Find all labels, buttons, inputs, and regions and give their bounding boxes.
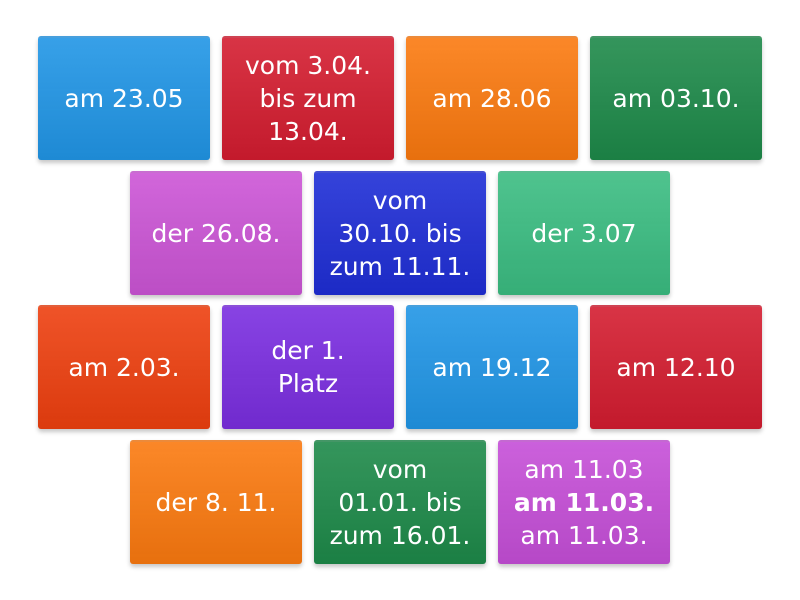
tile-label-line: am 11.03. [520, 520, 648, 550]
tile-label: am 28.06 [432, 82, 551, 115]
tile-label-line: der 1. [271, 336, 345, 365]
tile-label-line: vom [372, 454, 428, 484]
answer-tile[interactable]: am 03.10. [590, 36, 762, 160]
tile-label: am 23.05 [64, 82, 183, 115]
answer-tile[interactable]: am 23.05 [38, 36, 210, 160]
answer-tile[interactable]: der 3.07 [498, 171, 670, 295]
tile-label-line: am 12.10 [616, 352, 736, 382]
tile-label: vom 30.10. bis zum 11.11. [330, 184, 471, 283]
answer-tile[interactable]: am 11.03 am 11.03. am 11.03. [498, 440, 670, 564]
tile-label-line: der 26.08. [151, 218, 281, 248]
tile-label: der 8. 11. [155, 486, 276, 519]
tile-label-line: zum 11.11. [329, 251, 471, 281]
answer-tile[interactable]: am 12.10 [590, 305, 762, 429]
tile-label-line: zum 16.01. [329, 520, 471, 550]
answer-tile[interactable]: am 2.03. [38, 305, 210, 429]
answer-tile[interactable]: der 26.08. [130, 171, 302, 295]
tile-label-line: am 19.12 [432, 352, 552, 382]
tile-label-line: vom 3.04. [244, 50, 371, 80]
tile-label-line: am 11.03. [513, 487, 655, 517]
tile-label-line: am 23.05 [64, 83, 184, 113]
tile-label-line: am 28.06 [432, 83, 552, 113]
tile-label-line: am 03.10. [612, 83, 740, 113]
answer-tile[interactable]: vom 3.04. bis zum 13.04. [222, 36, 394, 160]
tile-label-line: 30.10. bis [338, 218, 462, 248]
answer-tile[interactable]: am 28.06 [406, 36, 578, 160]
tile-label: der 26.08. [152, 217, 281, 250]
answer-tile[interactable]: der 8. 11. [130, 440, 302, 564]
tile-label-line: am 2.03. [68, 352, 180, 382]
tile-label-line: bis zum [259, 83, 357, 113]
tile-label-line: vom [372, 185, 428, 215]
tile-label: der 1. Platz [271, 334, 344, 400]
answer-tile[interactable]: am 19.12 [406, 305, 578, 429]
answer-tile[interactable]: vom 01.01. bis zum 16.01. [314, 440, 486, 564]
tile-label: der 3.07 [531, 217, 636, 250]
tile-label-line: am 11.03 [524, 454, 644, 484]
tile-label: vom 3.04. bis zum 13.04. [245, 49, 371, 148]
tile-label-line: 13.04. [268, 116, 348, 146]
tile-label: am 03.10. [612, 82, 739, 115]
tile-label: am 2.03. [68, 351, 179, 384]
tile-label: vom 01.01. bis zum 16.01. [330, 453, 471, 552]
tile-label: am 12.10 [616, 351, 735, 384]
tile-label-line: der 3.07 [531, 218, 637, 248]
tile-label-line: der 8. 11. [155, 487, 277, 517]
answer-tile[interactable]: vom 30.10. bis zum 11.11. [314, 171, 486, 295]
tile-label: am 11.03 am 11.03. am 11.03. [514, 453, 654, 552]
answer-tile[interactable]: der 1. Platz [222, 305, 394, 429]
tile-label-line: 01.01. bis [338, 487, 462, 517]
tile-label-line: Platz [277, 369, 339, 398]
tile-label: am 19.12 [432, 351, 551, 384]
